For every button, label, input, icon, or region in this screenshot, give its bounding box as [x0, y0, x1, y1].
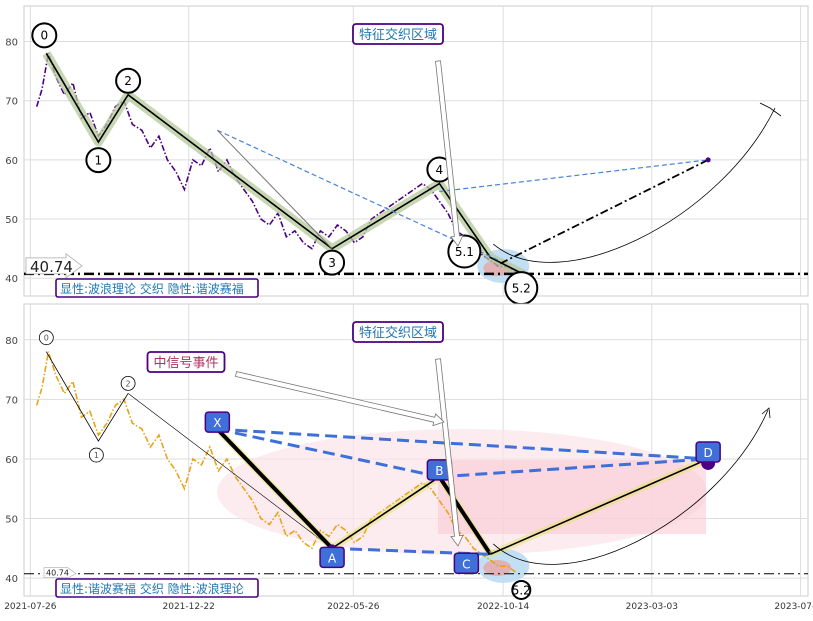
bottom-hline-label: 40.74: [46, 569, 69, 578]
bottom-region-label-box: [352, 321, 444, 343]
bottom-wave-2a: [127, 393, 333, 549]
top-proj-end: [705, 157, 711, 163]
harmonic-box-C: [453, 552, 480, 575]
harmonic-box-X: [204, 411, 231, 433]
top-wave-label-0-text: 0: [40, 29, 48, 43]
bottom-region-rect: [438, 460, 706, 534]
top-wave-label-3-text: 3: [328, 256, 336, 270]
top-wave-label-4-text: 4: [436, 163, 444, 177]
harmonic-label-B: B: [435, 464, 443, 478]
bottom-curve-head: [761, 407, 771, 419]
top-proj-2: [439, 159, 709, 193]
top-ytick-0: 40: [5, 274, 18, 285]
x-tick-label-4: 2023-03-03: [626, 602, 678, 612]
top-hline-label: 40.74: [30, 258, 73, 276]
bottom-wave-label-2-circle: [120, 375, 136, 391]
top-wave-label-1-text: 1: [95, 153, 103, 167]
bottom-wave-label-1-circle: [88, 447, 104, 463]
bottom-wave-label-0-text: 0: [44, 334, 49, 343]
bottom-wave-label-5.2-text: 5.2: [512, 583, 531, 597]
top-proj-1: [217, 129, 499, 261]
top-ytick-4: 80: [5, 38, 18, 49]
top-hline-tag: [25, 253, 83, 279]
top-panel: 40 50 60 70 80 40.74 0 1 2 3 4 5.1 5.2 特征交织区域显性:波浪理论 …: [5, 5, 809, 306]
harmonic-box-D: [695, 441, 721, 463]
bottom-leg-0: [215, 427, 334, 550]
harmonic-label-X: X: [213, 416, 221, 430]
top-wave-line: [45, 52, 524, 275]
top-wave-label-5.2-text: 5.2: [512, 281, 531, 295]
top-wave-label-3-circle: [319, 249, 346, 276]
bottom-ytick-0: 40: [5, 574, 18, 585]
harmonic-box-A: [319, 546, 345, 569]
top-ytick-1: 50: [5, 215, 18, 226]
top-proj-3: [216, 129, 333, 250]
bottom-ytick-1: 50: [5, 515, 18, 526]
bottom-ytick-2: 60: [5, 455, 18, 466]
bottom-leg-2: [437, 475, 493, 556]
top-region-label-text: 特征交织区域: [359, 27, 437, 43]
bottom-region-arrow: [435, 358, 464, 547]
bottom-signal-arrow: [234, 371, 445, 427]
top-region-arrow: [435, 60, 464, 247]
top-ytick-2: 60: [5, 156, 18, 167]
harmonic-label-D: D: [704, 446, 713, 460]
bottom-region-label-text: 特征交织区域: [359, 325, 437, 341]
top-proj-dashdot: [499, 159, 709, 265]
bottom-info-text: 显性:谐波赛福 交织 隐性:波浪理论: [60, 581, 244, 596]
bottom-wave-label-5.2-circle: [511, 579, 532, 600]
bottom-wave-line: [45, 351, 129, 442]
top-ytick-3: 70: [5, 97, 18, 108]
bottom-panel: 40 50 60 70 80 40.74 0 1 2 5.2 X A B C D 特征交织区域中信号事件显性:…: [5, 303, 809, 600]
harmonic-label-A: A: [328, 551, 337, 565]
x-tick-label-5: 2023-07-21: [774, 602, 813, 612]
bottom-leg-1: [331, 476, 440, 549]
x-tick-label-2: 2022-05-26: [327, 602, 380, 612]
x-axis: 2021-07-26 2021-12-22 2022-05-26 2022-10-14…: [4, 602, 813, 612]
bottom-signal-label-text: 中信号事件: [153, 356, 218, 371]
bottom-signal-label-box: [146, 351, 226, 373]
bottom-dashed-0: [217, 427, 440, 479]
top-frame: [23, 5, 809, 297]
top-wave-label-1-circle: [85, 147, 112, 174]
x-tick-label-0: 2021-07-26: [4, 602, 57, 612]
harmonic-label-C: C: [462, 557, 470, 571]
top-curve: [493, 107, 776, 263]
top-wave-label-5.1-text: 5.1: [455, 245, 474, 259]
top-info-box: [55, 278, 259, 298]
top-wave-label-2-text: 2: [124, 74, 132, 88]
bottom-wave-label-2-text: 2: [126, 379, 131, 388]
bottom-leg-3: [490, 458, 709, 556]
bottom-wave-label-0-circle: [38, 330, 54, 346]
top-curve-head: [759, 102, 782, 117]
top-info-text: 显性:波浪理论 交织 隐性:谐波赛福: [60, 281, 244, 296]
bottom-ytick-3: 70: [5, 395, 18, 406]
bottom-curve: [493, 409, 769, 565]
bottom-series-0: [35, 351, 517, 573]
bottom-region-red: [483, 559, 512, 576]
bottom-info-box: [55, 578, 259, 598]
bottom-wave-label-1-text: 1: [94, 451, 99, 460]
bottom-dashed-1: [217, 427, 709, 461]
bottom-dashed-3: [439, 457, 709, 479]
top-region-label-box: [352, 23, 444, 45]
top-wave-label-2-circle: [115, 67, 142, 94]
x-tick-label-3: 2022-10-14: [477, 602, 530, 612]
bottom-hline-tag: [43, 567, 77, 579]
bottom-ytick-4: 80: [5, 336, 18, 347]
x-tick-label-1: 2021-12-22: [163, 602, 215, 612]
top-wave-label-0-circle: [31, 22, 58, 49]
